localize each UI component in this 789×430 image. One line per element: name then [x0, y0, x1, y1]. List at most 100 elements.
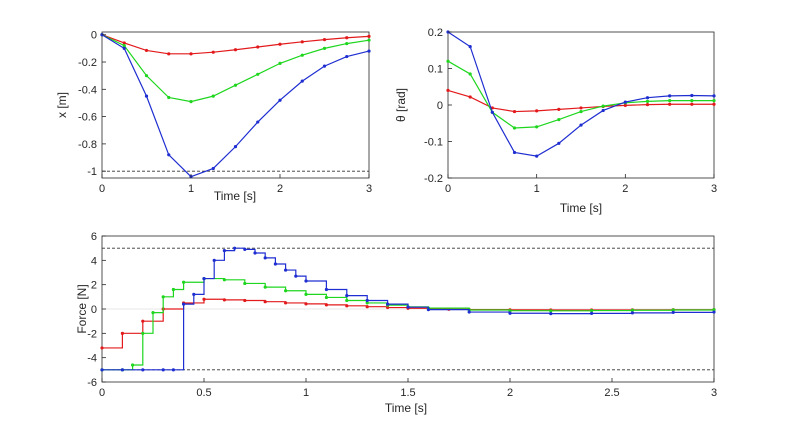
series-green-point [601, 104, 605, 108]
series-red-point [579, 106, 583, 110]
series-red-point [100, 346, 104, 350]
series-green-point [630, 308, 635, 312]
series-blue-point [141, 368, 145, 372]
series-green-point [171, 287, 175, 292]
series-blue-point [202, 276, 206, 281]
y-tick-label: 0.1 [428, 64, 443, 76]
x-tick-label: 2 [507, 387, 513, 399]
series-green-point [590, 308, 594, 313]
y-tick-label: -0.6 [78, 112, 97, 124]
series-blue-point [579, 123, 583, 127]
series-red-point [141, 319, 145, 323]
series-blue-point [233, 246, 237, 250]
series-blue-point [365, 298, 369, 303]
y-tick-label: 2 [91, 280, 97, 292]
series-red-point [365, 305, 369, 309]
series-blue-point [690, 93, 694, 98]
series-green-point [690, 99, 694, 103]
x-tick-label: 2 [277, 183, 283, 195]
series-red-point [623, 103, 627, 107]
series-green-point [256, 72, 260, 76]
x-tick-label: 0 [445, 183, 451, 195]
series-blue-point [406, 305, 410, 309]
x-tick-label: 2 [622, 183, 628, 195]
series-blue-point [273, 262, 277, 266]
series-blue-point [120, 368, 124, 372]
series-green-point [668, 99, 672, 103]
x-tick-label: 0.5 [196, 387, 211, 399]
series-red-point [189, 52, 193, 56]
series-red-point [211, 50, 215, 54]
series-blue-point [345, 54, 349, 59]
x-plot-ticks: 0 1 2 3 0 -0.2 -0.4 -0.6 -0.8 -1 [78, 30, 372, 195]
series-red-point [367, 34, 371, 38]
series-red-point [345, 304, 349, 308]
x-tick-label: 3 [711, 183, 717, 195]
theta-plot-ylabel: θ [rad] [394, 88, 408, 122]
series-green-point [579, 109, 583, 114]
series-green-point [304, 292, 308, 296]
series-red-point [324, 303, 328, 307]
series-red-point [278, 42, 282, 46]
series-blue-point [671, 310, 675, 315]
series-green-point [468, 72, 472, 76]
series-blue-point [623, 100, 627, 104]
series-blue-point [468, 45, 472, 49]
series-red-point [233, 48, 238, 52]
x-tick-label: 1.5 [400, 387, 415, 399]
series-green-point [151, 311, 155, 315]
series-green-point [712, 308, 716, 312]
series-green-point [345, 41, 349, 46]
series-green-point [284, 289, 288, 293]
series-green-point [645, 99, 650, 103]
series-green-point [182, 280, 186, 284]
series-red-point [645, 103, 650, 107]
series-blue-point [222, 249, 226, 253]
series-blue-point [284, 268, 288, 272]
series-green-point [243, 281, 247, 286]
series-blue-point [535, 154, 539, 158]
y-tick-label: -0.2 [424, 173, 443, 185]
series-red-point [122, 41, 126, 45]
series-red-point [322, 38, 327, 42]
series-red-point [468, 95, 472, 99]
series-red-point [712, 102, 716, 106]
x-tick-label: 1 [534, 183, 540, 195]
series-red-point [557, 107, 561, 111]
series-blue-point [367, 49, 371, 53]
series-blue-point [256, 120, 260, 124]
series-blue-point [144, 94, 149, 98]
y-tick-label: -2 [87, 328, 97, 340]
series-blue-point [386, 302, 390, 306]
x-plot-xlabel: Time [s] [214, 189, 256, 203]
series-blue-point [304, 279, 308, 283]
series-green-point [189, 99, 193, 104]
series-red-point [535, 109, 539, 113]
series-red-point [446, 88, 450, 92]
x-tick-label: 3 [711, 387, 717, 399]
series-green-point [671, 308, 675, 312]
series-blue-point [243, 247, 247, 251]
series-green-point [367, 38, 371, 42]
y-tick-label: -0.8 [78, 139, 97, 151]
y-tick-label: 6 [91, 231, 97, 243]
series-green-point [322, 46, 327, 50]
x-tick-label: 1 [188, 183, 194, 195]
series-red-point [167, 52, 171, 56]
series-green-point [211, 94, 215, 98]
series-blue-point [557, 141, 561, 145]
series-blue-point [122, 46, 126, 50]
y-tick-label: -4 [87, 353, 97, 365]
series-blue-point [263, 256, 267, 260]
series-red-point [144, 48, 149, 53]
y-tick-label: -0.4 [78, 84, 97, 96]
series-red-point [668, 102, 672, 106]
series-blue-point [712, 94, 716, 98]
series-blue-point [668, 94, 672, 98]
series-blue-point [601, 108, 605, 113]
series-red-point [512, 109, 517, 114]
series-red-point [304, 302, 308, 306]
series-blue-point [100, 368, 104, 372]
series-green-point [122, 44, 126, 48]
